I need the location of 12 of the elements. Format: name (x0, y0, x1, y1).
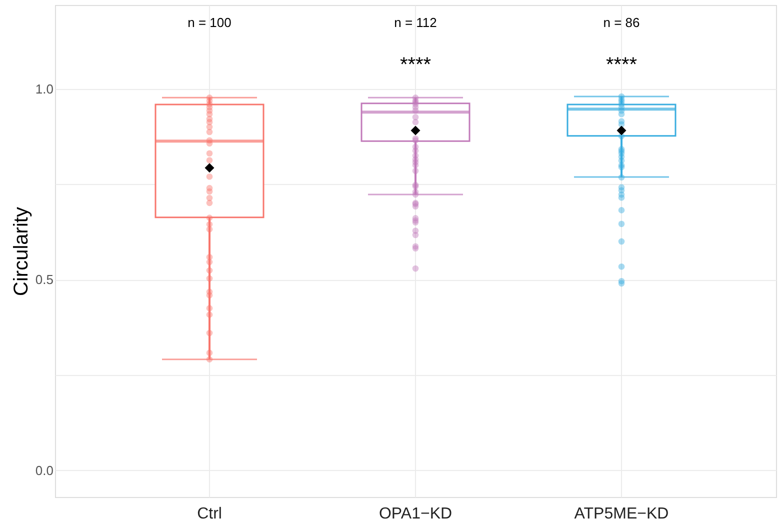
annotation: n = 100 (188, 15, 232, 30)
annotation: n = 112 (394, 15, 437, 30)
y-tick-label: 0.0 (35, 462, 54, 478)
y-tick-label: 1.0 (35, 81, 54, 96)
annotation: **** (400, 54, 432, 76)
x-tick-label: Ctrl (197, 506, 222, 522)
y-tick-label: 0.5 (35, 272, 54, 288)
y-axis-title: Circularity (10, 207, 32, 296)
x-tick-label: ATP5ME−KD (574, 506, 669, 522)
annotation: **** (606, 54, 638, 76)
annotation: n = 86 (603, 15, 640, 30)
x-tick-label: OPA1−KD (378, 506, 452, 522)
